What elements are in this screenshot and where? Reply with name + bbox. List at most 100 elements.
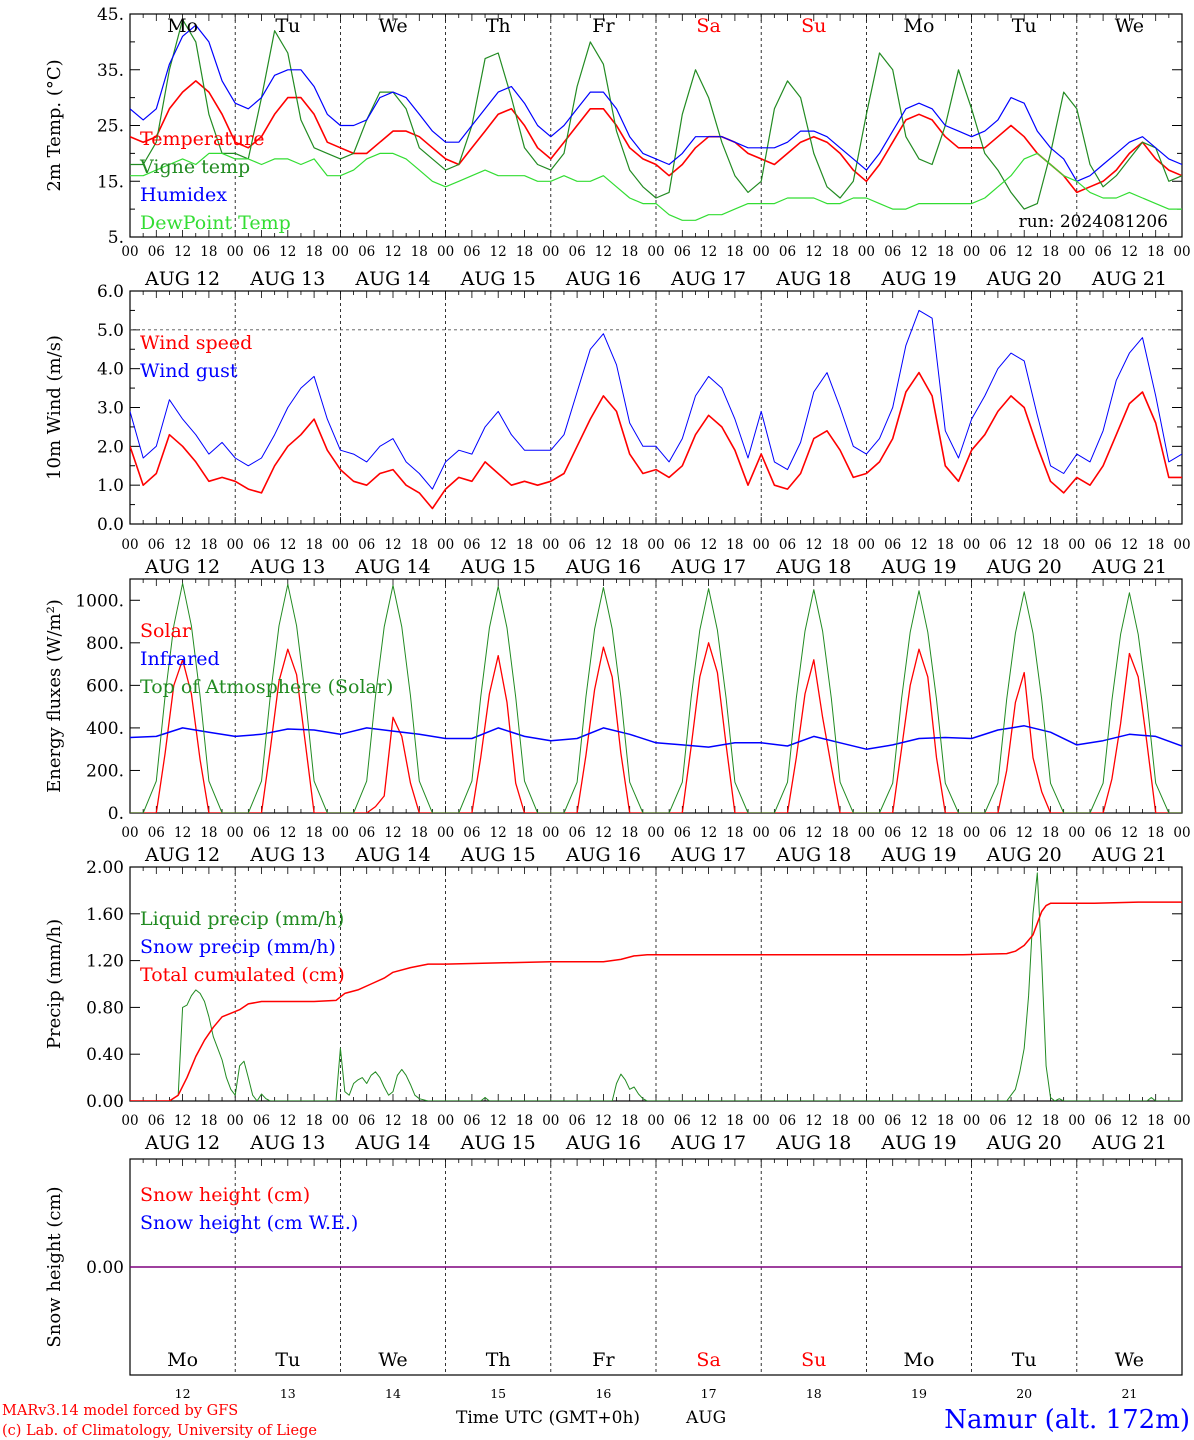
flux-legend-infrared: Infrared [140,648,220,670]
precip-hour-label: 06 [779,1113,796,1129]
flux-date-label: AUG 20 [986,844,1062,866]
wind-date-label: AUG 14 [354,556,430,578]
precip-hour-label: 00 [121,1113,138,1129]
wind-hour-label: 06 [1095,537,1112,553]
precip-hour-label: 06 [884,1113,901,1129]
precip-hour-label: 06 [674,1113,691,1129]
precip-hour-label: 18 [726,1113,743,1129]
wind-hour-label: 00 [1173,537,1190,553]
flux-legend-solar: Solar [140,620,192,642]
precip-legend-liquid-precip-mm-h-: Liquid precip (mm/h) [140,908,344,930]
flux-hour-label: 18 [937,825,954,841]
snow-y-axis-title: Snow height (cm) [44,1186,65,1347]
precip-hour-label: 06 [1095,1113,1112,1129]
temp-hour-label: 00 [1068,244,1085,260]
precip-series-total-cumulated-cm- [130,901,1182,1101]
wind-hour-label: 00 [437,537,454,553]
temp-hour-label: 12 [805,244,822,260]
flux-hour-label: 12 [1016,825,1033,841]
temp-hour-label: 06 [358,244,375,260]
flux-date-label: AUG 17 [670,844,746,866]
snow-weekday-label: Tu [275,1349,300,1371]
temp-hour-label: 18 [306,244,323,260]
wind-date-label: AUG 13 [249,556,325,578]
wind-hour-label: 00 [858,537,875,553]
snow-day-number: 13 [280,1386,296,1401]
precip-hour-label: 18 [621,1113,638,1129]
wind-hour-label: 18 [306,537,323,553]
snow-day-number: 21 [1121,1386,1137,1401]
temp-date-label: AUG 19 [880,268,956,290]
temp-hour-label: 06 [989,244,1006,260]
temp-date-label: AUG 20 [986,268,1062,290]
wind-y-tick-label: 1.0 [97,476,124,496]
temp-hour-label: 12 [384,244,401,260]
wind-hour-label: 06 [674,537,691,553]
flux-hour-label: 12 [910,825,927,841]
flux-hour-label: 00 [437,825,454,841]
run-label: run: 2024081206 [1019,212,1168,232]
flux-hour-label: 18 [1147,825,1164,841]
wind-legend-wind-gust: Wind gust [140,360,238,382]
temp-weekday-label: Sa [696,15,720,37]
snow-day-number: 12 [175,1386,191,1401]
snow-weekday-label: Mo [167,1349,198,1371]
temp-date-label: AUG 12 [144,268,220,290]
precip-hour-label: 00 [332,1113,349,1129]
precip-hour-label: 18 [306,1113,323,1129]
flux-hour-label: 18 [516,825,533,841]
flux-hour-label: 00 [753,825,770,841]
wind-hour-label: 18 [200,537,217,553]
wind-hour-label: 18 [726,537,743,553]
snow-day-number: 19 [911,1386,927,1401]
temp-hour-label: 12 [1121,244,1138,260]
wind-hour-label: 12 [595,537,612,553]
flux-hour-label: 12 [490,825,507,841]
precip-hour-label: 06 [253,1113,270,1129]
temp-hour-label: 18 [200,244,217,260]
flux-y-tick-label: 400. [86,719,124,739]
footer-credit-line: (c) Lab. of Climatology, University of L… [2,1423,317,1439]
flux-hour-label: 18 [200,825,217,841]
flux-panel: 0. 200. 400. 600. 800. 1000. Energy fluxes (W/… [44,578,1191,866]
snow-day-number: 14 [385,1386,401,1401]
flux-hour-label: 12 [174,825,191,841]
temp-hour-label: 00 [1173,244,1190,260]
precip-hour-label: 12 [595,1113,612,1129]
wind-hour-label: 12 [174,537,191,553]
wind-hour-label: 18 [832,537,849,553]
flux-hour-label: 00 [1173,825,1190,841]
temp-series-humidex [130,24,1182,182]
temp-hour-label: 06 [569,244,586,260]
flux-hour-label: 18 [306,825,323,841]
flux-hour-label: 18 [1042,825,1059,841]
flux-y-tick-label: 600. [86,676,124,696]
flux-date-label: AUG 13 [249,844,325,866]
precip-hour-label: 18 [832,1113,849,1129]
wind-hour-label: 06 [358,537,375,553]
temp-weekday-label: Fr [592,15,615,37]
flux-legend-top-of-atmosphere-solar-: Top of Atmosphere (Solar) [140,676,393,698]
precip-date-label: AUG 16 [565,1132,641,1154]
flux-hour-label: 12 [700,825,717,841]
wind-hour-label: 00 [647,537,664,553]
precip-y-tick-label: 0.00 [86,1092,124,1112]
precip-hour-label: 18 [1147,1113,1164,1129]
wind-date-label: AUG 12 [144,556,220,578]
temp-hour-label: 12 [490,244,507,260]
temp-hour-label: 18 [621,244,638,260]
precip-hour-label: 06 [569,1113,586,1129]
precip-hour-label: 12 [174,1113,191,1129]
wind-hour-label: 00 [542,537,559,553]
precip-hour-label: 00 [858,1113,875,1129]
precip-y-tick-label: 0.80 [86,998,124,1018]
temp-weekday-label: Mo [904,15,935,37]
flux-y-axis-title: Energy fluxes (W/m²) [44,599,65,793]
snow-legend-snow-height-cm-w-e-: Snow height (cm W.E.) [140,1212,358,1234]
temp-date-label: AUG 16 [565,268,641,290]
snow-day-number: 18 [806,1386,822,1401]
flux-date-label: AUG 21 [1091,844,1167,866]
temp-date-label: AUG 18 [775,268,851,290]
wind-hour-label: 18 [621,537,638,553]
temp-date-label: AUG 21 [1091,268,1167,290]
